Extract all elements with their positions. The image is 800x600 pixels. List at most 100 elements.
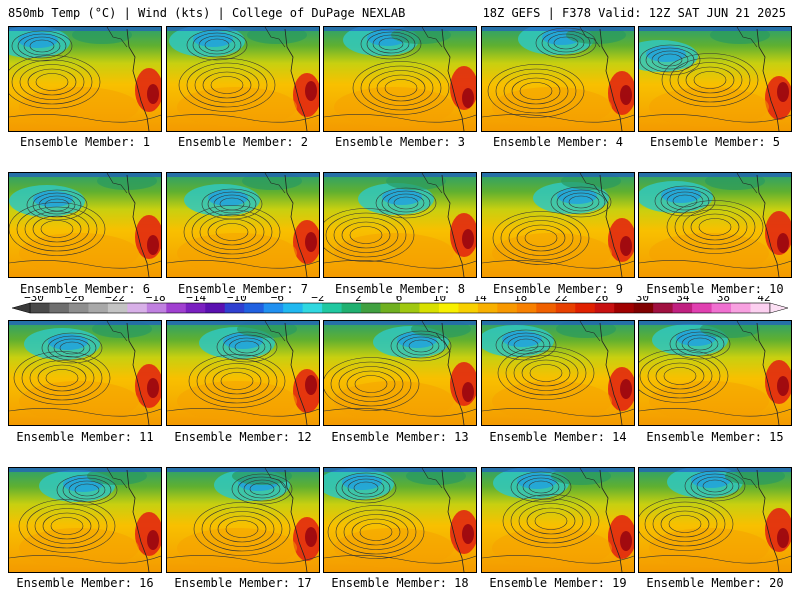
colorbar-swatch (244, 303, 265, 313)
temperature-colorbar: −30 −26 −22 −18 −14 −10 −6 −2 2 6 10 14 18 22 26 30 34 38… (11, 296, 789, 314)
ensemble-map-panel (638, 172, 792, 278)
colorbar-swatch (555, 303, 576, 313)
temperature-map (482, 173, 634, 277)
colorbar-tick-label: 42 (757, 296, 770, 304)
colorbar-tick-label: 2 (355, 296, 362, 304)
temperature-map (482, 27, 634, 131)
ensemble-map-panel (481, 172, 635, 278)
ensemble-member-label: Ensemble Member: 18 (331, 576, 469, 590)
ensemble-member-label: Ensemble Member: 13 (331, 430, 469, 444)
colorbar-swatch (400, 303, 420, 313)
temperature-map (639, 173, 791, 277)
colorbar-tick-label: −30 (24, 296, 44, 304)
colorbar-swatch (653, 303, 674, 313)
colorbar-swatch (30, 303, 50, 313)
temperature-map (9, 321, 161, 425)
ensemble-map-panel (638, 467, 792, 573)
colorbar-swatch (419, 303, 440, 313)
ensemble-map-panel (481, 26, 635, 132)
ensemble-member-label: Ensemble Member: 8 (334, 282, 466, 296)
colorbar-swatch (322, 303, 342, 313)
colorbar-swatch (361, 303, 381, 313)
colorbar-swatch (516, 303, 537, 313)
ensemble-map-panel (8, 320, 162, 426)
ensemble-member-label: Ensemble Member: 17 (174, 576, 312, 590)
ensemble-map-panel (638, 320, 792, 426)
colorbar-swatch (633, 303, 654, 313)
colorbar-tick-label: −14 (186, 296, 206, 304)
ensemble-member-label: Ensemble Member: 15 (646, 430, 784, 444)
colorbar-swatch (380, 303, 401, 313)
ensemble-member-label: Ensemble Member: 20 (646, 576, 784, 590)
colorbar-swatch (575, 303, 596, 313)
ensemble-map-panel (323, 467, 477, 573)
colorbar-tick-label: −10 (227, 296, 247, 304)
temperature-map (324, 173, 476, 277)
colorbar-swatch (185, 303, 206, 313)
colorbar-swatch (88, 303, 109, 313)
colorbar-swatch (107, 303, 128, 313)
colorbar-tick-label: 34 (676, 296, 690, 304)
colorbar-tick-label: 10 (433, 296, 446, 304)
temperature-map (482, 321, 634, 425)
header-valid-time: 18Z GEFS | F378 Valid: 12Z SAT JUN 21 20… (482, 6, 786, 20)
ensemble-map-panel (323, 320, 477, 426)
colorbar-tick-label: −6 (271, 296, 284, 304)
colorbar-swatch (302, 303, 323, 313)
ensemble-member-label: Ensemble Member: 3 (334, 135, 466, 149)
temperature-map (482, 468, 634, 572)
ensemble-member-label: Ensemble Member: 14 (489, 430, 627, 444)
temperature-map (324, 468, 476, 572)
colorbar-swatch (205, 303, 226, 313)
colorbar-swatch (692, 303, 712, 313)
ensemble-map-panel (8, 172, 162, 278)
temperature-map (167, 321, 319, 425)
ensemble-member-label: Ensemble Member: 11 (16, 430, 154, 444)
ensemble-map-panel (481, 467, 635, 573)
colorbar-swatch (497, 303, 518, 313)
temperature-map (324, 321, 476, 425)
ensemble-member-label: Ensemble Member: 9 (492, 282, 624, 296)
colorbar-swatch (614, 303, 635, 313)
colorbar-swatch (127, 303, 148, 313)
colorbar-swatch (477, 303, 498, 313)
ensemble-map-panel (166, 26, 320, 132)
colorbar-left-arrow (11, 302, 31, 314)
colorbar-right-arrow (769, 302, 789, 314)
temperature-map (639, 321, 791, 425)
temperature-map (167, 468, 319, 572)
temperature-map (639, 468, 791, 572)
colorbar-swatch (594, 303, 615, 313)
colorbar-swatch (731, 303, 751, 313)
ensemble-map-panel (166, 172, 320, 278)
colorbar-swatch (672, 303, 693, 313)
temperature-map (9, 27, 161, 131)
ensemble-map-panel (8, 467, 162, 573)
ensemble-member-label: Ensemble Member: 10 (646, 282, 784, 296)
ensemble-member-label: Ensemble Member: 7 (177, 282, 309, 296)
ensemble-map-panel (481, 320, 635, 426)
colorbar-swatch (49, 303, 70, 313)
colorbar-tick-label: 22 (555, 296, 568, 304)
colorbar-swatch (750, 303, 771, 313)
ensemble-member-label: Ensemble Member: 6 (19, 282, 151, 296)
ensemble-member-label: Ensemble Member: 16 (16, 576, 154, 590)
colorbar-tick-label: −2 (311, 296, 324, 304)
ensemble-map-panel (166, 467, 320, 573)
colorbar-tick-label: 30 (636, 296, 649, 304)
colorbar-tick-label: 38 (717, 296, 730, 304)
ensemble-map-panel (8, 26, 162, 132)
temperature-map (324, 27, 476, 131)
ensemble-map-panel (323, 172, 477, 278)
colorbar-tick-label: −26 (65, 296, 85, 304)
temperature-map (167, 173, 319, 277)
ensemble-member-label: Ensemble Member: 19 (489, 576, 627, 590)
colorbar-swatch (263, 303, 284, 313)
colorbar-swatch (536, 303, 557, 313)
header-title: 850mb Temp (°C) | Wind (kts) | College o… (8, 6, 406, 20)
colorbar-tick-label: −18 (146, 296, 166, 304)
colorbar-swatch (438, 303, 459, 313)
colorbar-swatch (711, 303, 732, 313)
colorbar-swatch (68, 303, 89, 313)
ensemble-map-panel (166, 320, 320, 426)
